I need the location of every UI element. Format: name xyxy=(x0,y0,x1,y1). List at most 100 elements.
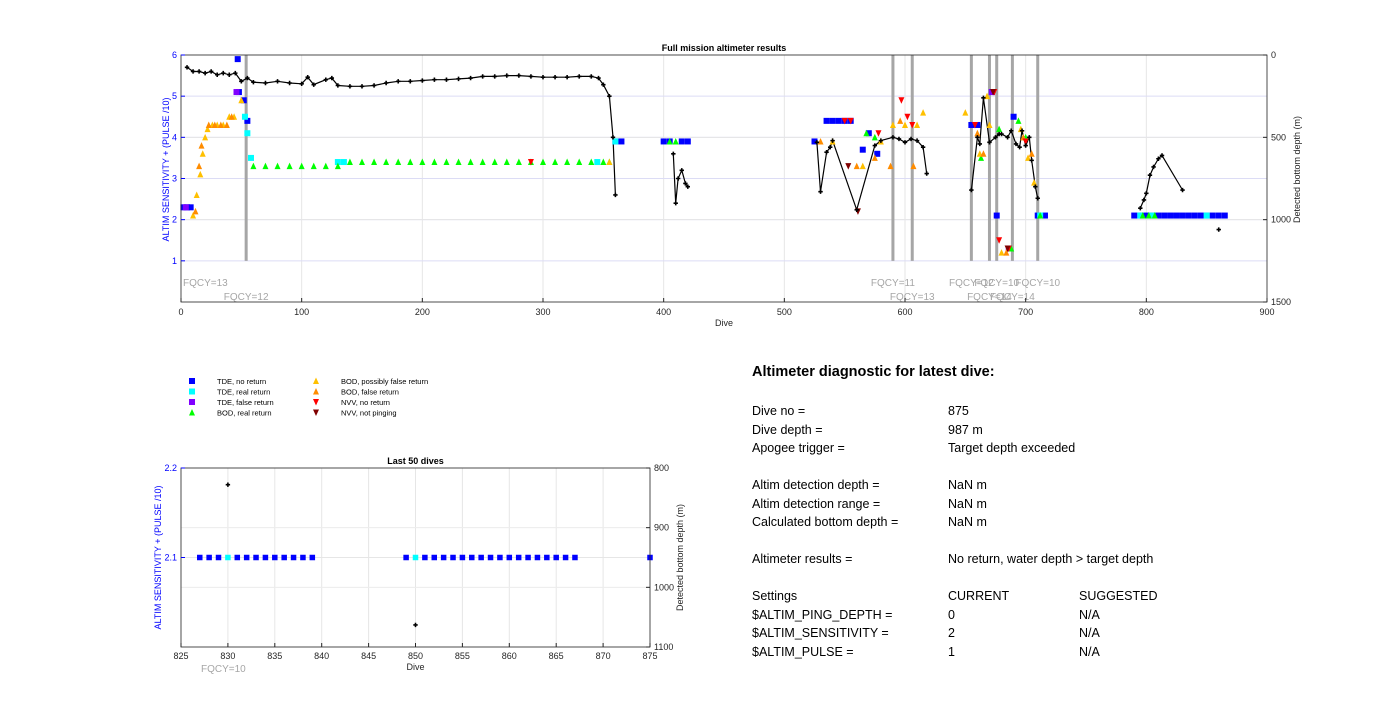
last50-x-tick-label: 835 xyxy=(267,651,282,661)
main-marker xyxy=(990,89,997,96)
bottom-depth-marker xyxy=(251,79,256,85)
last50-tde-no-return xyxy=(525,554,531,561)
bottom-depth-marker xyxy=(977,141,983,147)
main-marker xyxy=(1031,179,1038,186)
main-marker xyxy=(244,117,251,124)
last50-tde-no-return xyxy=(572,554,578,561)
fqcy-label: FQCY=12 xyxy=(224,292,269,303)
main-marker xyxy=(503,158,510,166)
main-x-tick-label: 300 xyxy=(535,307,550,317)
last50-y2-tick-label: 1100 xyxy=(654,642,673,652)
legend-marker xyxy=(313,388,319,395)
main-marker xyxy=(564,158,571,166)
main-marker xyxy=(1167,212,1174,219)
altim-detection-range-label: Altim detection range = xyxy=(752,496,881,511)
main-marker xyxy=(1149,212,1156,219)
bottom-depth-marker xyxy=(1008,128,1014,133)
main-marker xyxy=(228,113,235,120)
main-marker xyxy=(847,117,854,125)
bottom-depth-marker xyxy=(371,83,377,88)
bottom-depth-marker xyxy=(480,74,485,79)
main-marker xyxy=(1143,212,1150,219)
main-marker xyxy=(407,158,414,166)
main-marker xyxy=(1221,212,1228,219)
main-marker xyxy=(980,150,987,157)
fqcy-label: FQCY=11 xyxy=(871,278,915,289)
main-marker xyxy=(371,158,378,166)
last50-x-tick-label: 870 xyxy=(596,651,611,661)
bottom-depth-marker xyxy=(202,70,208,76)
current-header: CURRENT xyxy=(948,589,1010,603)
fqcy-label: FQCY=12 xyxy=(949,278,994,289)
main-marker xyxy=(383,158,390,166)
legend-label: TDE, real return xyxy=(217,388,270,397)
bottom-depth-marker xyxy=(456,76,461,82)
main-marker xyxy=(666,137,673,145)
bottom-depth-marker xyxy=(420,78,425,83)
main-marker xyxy=(594,159,601,166)
main-marker xyxy=(1010,113,1017,120)
bottom-depth-marker xyxy=(383,80,389,86)
main-marker xyxy=(898,97,905,104)
bottom-depth-marker xyxy=(227,72,232,77)
altim-detection-depth-value: NaN m xyxy=(948,478,987,492)
bottom-depth-marker xyxy=(323,77,328,82)
last50-y-tick-label: 2.2 xyxy=(164,463,177,473)
fqcy-label: FQCY=10 xyxy=(1015,278,1060,289)
last50-x-tick-label: 865 xyxy=(549,651,564,661)
bottom-depth-marker xyxy=(872,143,878,148)
apogee-label: Apogee trigger = xyxy=(752,441,845,455)
legend-marker xyxy=(189,399,195,405)
last50-tde-no-return xyxy=(440,554,447,561)
main-marker xyxy=(310,162,317,170)
bottom-depth-marker xyxy=(814,140,820,145)
last50-x-tick-label: 860 xyxy=(502,651,517,661)
bottom-depth-marker xyxy=(613,192,618,198)
main-marker xyxy=(479,158,486,166)
main-marker xyxy=(192,207,199,215)
main-marker xyxy=(419,158,426,166)
legend-label: NVV, not pinging xyxy=(341,409,397,418)
last50-tde-no-return xyxy=(478,554,484,561)
last50-y2-axis-label: Detected bottom depth (m) xyxy=(675,504,685,611)
legend-label: BOD, possibly false return xyxy=(341,377,428,386)
bottom-depth-marker xyxy=(683,181,688,186)
bottom-depth-marker xyxy=(999,131,1004,137)
main-marker xyxy=(875,130,882,137)
sensitivity-label: $ALTIM_SENSITIVITY = xyxy=(752,626,889,640)
dive-depth-label: Dive depth = xyxy=(752,422,823,437)
main-marker xyxy=(962,109,969,116)
main-marker xyxy=(841,117,848,125)
main-marker xyxy=(678,138,685,145)
last50-tde-no-return xyxy=(281,554,287,561)
pulse-suggested: N/A xyxy=(1079,644,1100,659)
main-marker xyxy=(540,158,546,166)
main-x-tick-label: 500 xyxy=(777,307,792,317)
main-x-tick-label: 600 xyxy=(897,307,912,317)
main-marker xyxy=(897,117,904,124)
main-marker xyxy=(241,113,248,120)
last50-tde-real-return xyxy=(225,554,231,561)
bottom-depth-marker xyxy=(504,73,509,78)
last50-tde-no-return xyxy=(290,554,297,561)
main-marker xyxy=(1151,212,1158,219)
last50-tde-no-return xyxy=(450,554,456,561)
settings-header-row: Settings CURRENT SUGGESTED xyxy=(752,587,1312,606)
bottom-depth-marker xyxy=(1017,145,1022,150)
last50-x-tick-label: 845 xyxy=(361,651,376,661)
legend-marker xyxy=(313,377,319,384)
dive-no-row: Dive no = 875 xyxy=(752,402,1312,421)
main-marker xyxy=(588,158,595,166)
main-marker xyxy=(1173,212,1180,219)
main-marker xyxy=(672,137,679,145)
bottom-depth-marker xyxy=(818,189,823,194)
bottom-depth-marker xyxy=(432,77,437,82)
bottom-depth-marker xyxy=(540,75,546,80)
main-y-axis-label: ALTIM SENSITIVITY + (PULSE /10) xyxy=(161,98,171,242)
diagnostic-title: Altimeter diagnostic for latest dive: xyxy=(752,364,995,380)
altim-detection-depth-label: Altim detection depth = xyxy=(752,478,880,492)
calculated-bottom-row: Calculated bottom depth = NaN m xyxy=(752,513,1312,532)
main-marker xyxy=(217,121,224,128)
last50-tde-no-return xyxy=(262,554,269,561)
bottom-depth-marker xyxy=(601,82,606,87)
